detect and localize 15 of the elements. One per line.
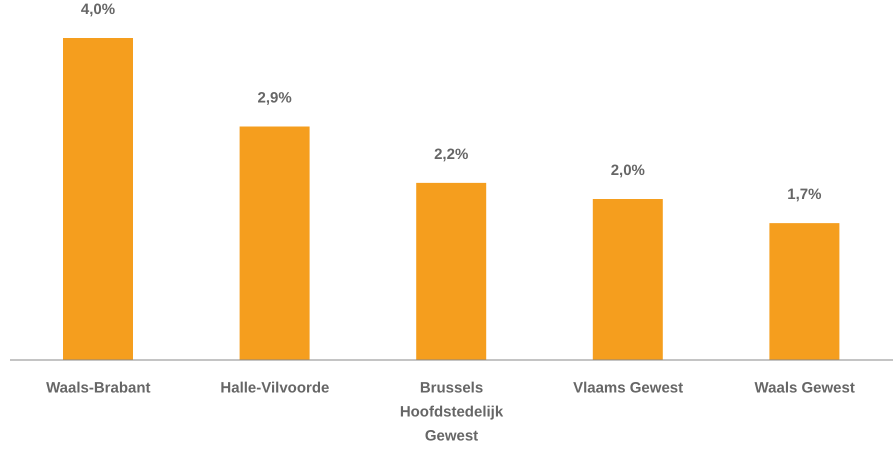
data-label: 2,9% bbox=[258, 90, 292, 107]
x-tick-label: Waals-Brabant bbox=[46, 380, 151, 397]
data-label: 4,0% bbox=[80, 1, 116, 18]
data-label: 1,7% bbox=[787, 186, 822, 204]
bar bbox=[240, 126, 310, 360]
bar bbox=[769, 223, 840, 360]
bar bbox=[416, 182, 486, 360]
x-tick-label: Vlaams Gewest bbox=[573, 380, 684, 397]
x-tick-label: Halle-Vilvoorde bbox=[220, 380, 330, 397]
x-tick-label: Waals Gewest bbox=[754, 380, 855, 397]
bar bbox=[63, 38, 133, 360]
bar bbox=[592, 199, 663, 360]
data-label: 2,0% bbox=[610, 162, 645, 179]
data-label: 2,2% bbox=[434, 146, 468, 163]
x-tick-label: Brussels Hoofdstedelijk Gewest bbox=[400, 380, 504, 445]
